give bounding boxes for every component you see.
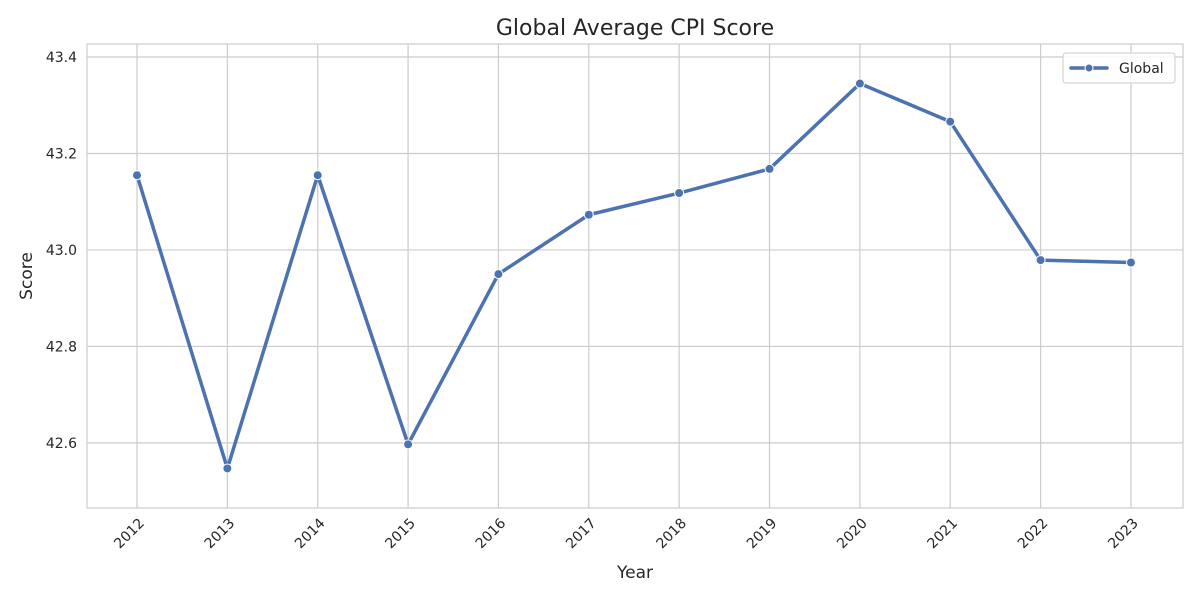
y-axis-ticks: 42.6 42.8 43.0 43.2 43.4 [46,50,77,452]
legend: Global [1062,52,1176,84]
y-axis-label: Score [17,252,37,300]
data-point [764,163,775,174]
chart-title: Global Average CPI Score [496,16,774,41]
data-point [493,269,504,280]
data-point [854,78,865,89]
legend-marker-global [1084,63,1094,73]
y-tick-label: 43.2 [46,146,77,162]
y-tick-label: 42.6 [46,436,77,452]
data-point [403,439,414,450]
y-tick-label: 43.0 [46,243,77,259]
legend-label-global: Global [1119,61,1164,77]
x-axis-label: Year [616,563,653,583]
data-point [222,463,233,474]
series-line-global [135,81,1133,471]
data-point [312,170,323,181]
series-group [132,78,1136,474]
data-point [1035,255,1046,266]
y-tick-label: 43.4 [46,50,77,66]
data-point [1125,257,1136,268]
grid-lines [87,44,1183,508]
legend-frame [1062,52,1176,84]
plot-frame [86,43,1184,509]
data-point [674,188,685,199]
data-point [583,209,594,220]
y-tick-label: 42.8 [46,339,77,355]
data-point [945,116,956,127]
data-point [132,170,142,181]
